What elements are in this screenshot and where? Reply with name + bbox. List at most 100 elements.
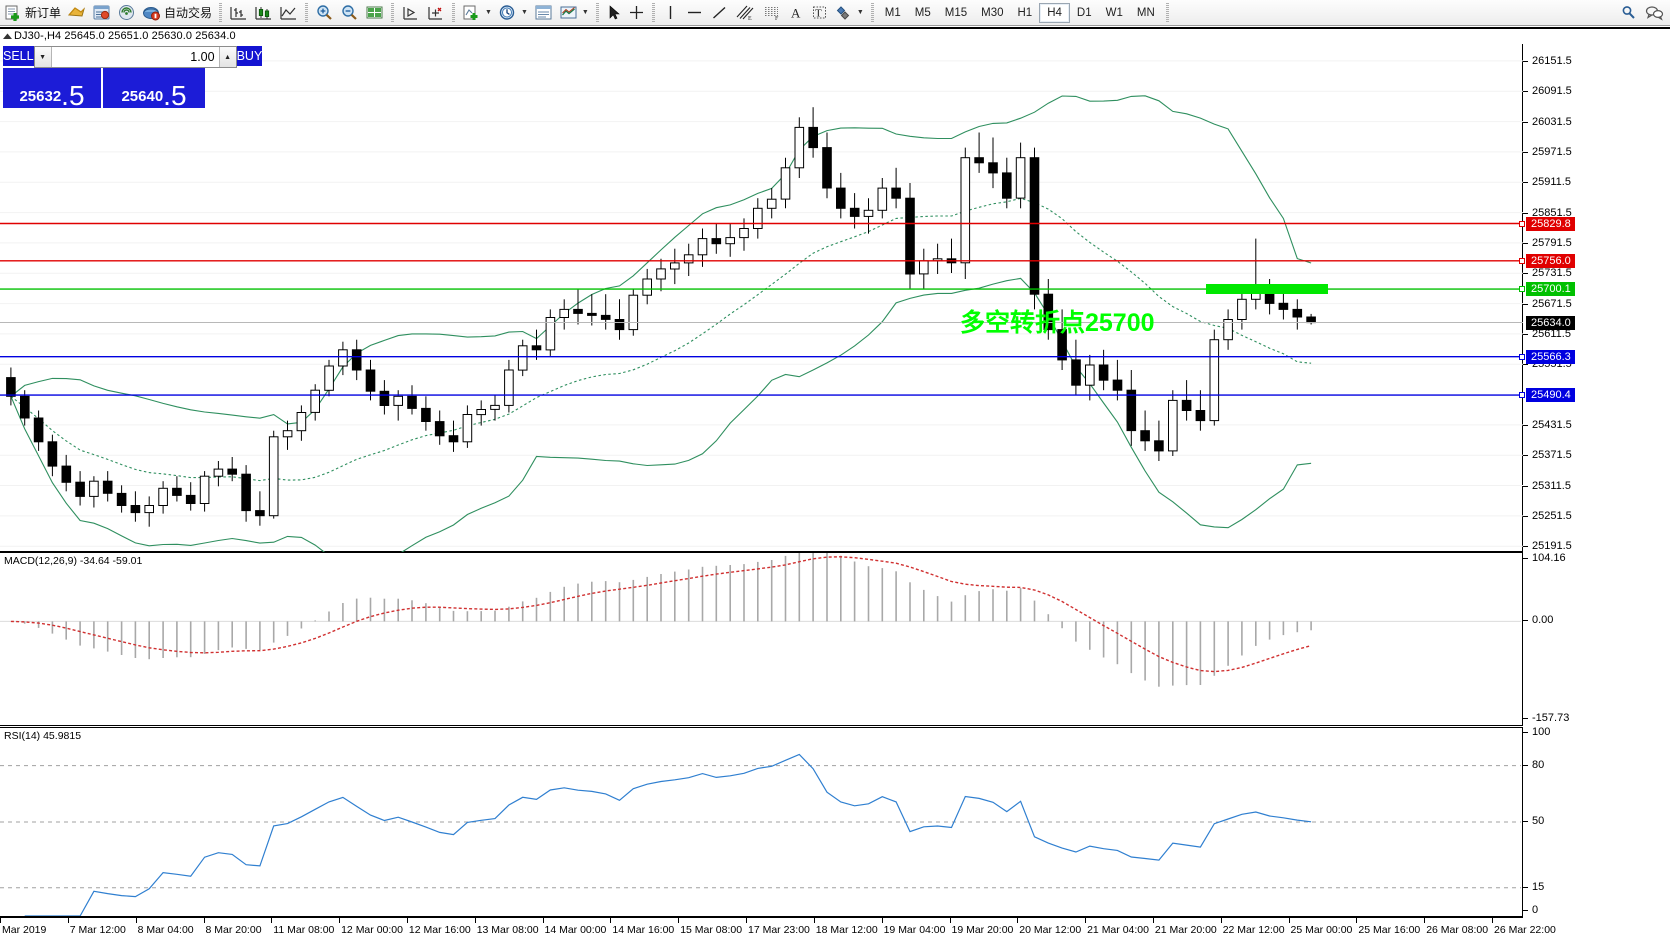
chart-annotation-text[interactable]: 多空转折点25700 [960, 309, 1155, 338]
symbol-expand-icon[interactable] [2, 32, 13, 41]
hline-button[interactable] [682, 2, 707, 24]
toolbar-separator [452, 2, 456, 23]
price-level-tag[interactable]: 25829.8 [1519, 216, 1575, 231]
text-label-button[interactable]: A [786, 2, 808, 24]
price-level-tag[interactable]: 25756.0 [1519, 253, 1575, 268]
shapes-button[interactable]: ▼ [831, 2, 867, 24]
zoom-in-button[interactable] [312, 2, 337, 24]
rsi-axis: 100 80 50 15 0 [1523, 726, 1670, 917]
add-indicator-icon [463, 5, 478, 20]
timeframe-m15[interactable]: M15 [944, 6, 968, 19]
trendline-button[interactable] [707, 2, 732, 24]
time-tick-mark [406, 918, 408, 923]
rsi-tick: 100 [1523, 726, 1550, 738]
buy-button[interactable]: BUY [236, 46, 263, 68]
tile-windows-icon [366, 6, 383, 19]
tile-windows-button[interactable] [362, 2, 387, 24]
time-tick-label: 14 Mar 16:00 [612, 924, 675, 936]
time-tick-label: 21 Mar 20:00 [1154, 924, 1217, 936]
text-box-button[interactable]: T [808, 2, 831, 24]
buy-price-button[interactable]: 25640 .5 [103, 68, 205, 109]
auto-scroll-button[interactable] [423, 2, 448, 24]
price-level-tag[interactable]: 25700.1 [1519, 282, 1575, 297]
cursor-button[interactable] [603, 2, 625, 24]
chevron-down-icon[interactable]: ▼ [485, 9, 492, 16]
price-axis[interactable]: 26151.5 26091.5 26031.5 25971.5 25911.5 25851… [1519, 44, 1670, 552]
search-button[interactable] [1616, 2, 1641, 24]
time-tick-label: 20 Mar 12:00 [1019, 924, 1082, 936]
volume-increment-button[interactable]: ▲ [218, 47, 236, 67]
data-window-button[interactable] [89, 2, 114, 24]
price-tick: 26031.5 [1523, 116, 1572, 128]
indicators-button[interactable] [64, 2, 89, 24]
price-level-tag[interactable]: 25566.3 [1519, 349, 1575, 364]
vline-button[interactable] [659, 2, 682, 24]
time-tick-label: 21 Mar 04:00 [1087, 924, 1149, 936]
chat-button[interactable] [1641, 2, 1668, 24]
time-tick-mark [1017, 918, 1019, 923]
chevron-down-icon[interactable]: ▼ [856, 9, 864, 16]
svg-text:T: T [815, 8, 822, 20]
volume-stepper[interactable]: ▼ ▲ [33, 46, 237, 68]
price-pane[interactable]: 多空转折点25700 [0, 44, 1523, 552]
signals-button[interactable] [114, 2, 139, 24]
volume-input[interactable] [51, 47, 219, 67]
time-axis[interactable]: Mar 2019 7 Mar 12:00 8 Mar 04:00 8 Mar 20:0… [0, 917, 1556, 945]
indicators-icon [67, 7, 86, 17]
timeframe-h1[interactable]: H1 [1017, 6, 1033, 19]
main-toolbar: 新订单 [0, 0, 1670, 26]
timeframe-w1[interactable]: W1 [1105, 6, 1123, 19]
rsi-tick: 50 [1523, 815, 1544, 827]
rsi-tick: 15 [1523, 881, 1544, 893]
line-chart-button[interactable] [276, 2, 301, 24]
time-tick-label: 17 Mar 23:00 [748, 924, 810, 936]
price-tick: 25671.5 [1523, 298, 1572, 310]
rsi-pane[interactable]: RSI(14) 45.9815 [0, 727, 1523, 917]
sell-price-button[interactable]: 25632 .5 [3, 68, 103, 109]
time-tick-label: Mar 2019 [2, 924, 47, 936]
price-tick: 25731.5 [1523, 267, 1572, 279]
price-level-tag[interactable]: 25490.4 [1519, 388, 1575, 403]
volume-decrement-button[interactable]: ▼ [34, 47, 52, 67]
time-tick-label: 14 Mar 00:00 [544, 924, 607, 936]
crosshair-button[interactable] [625, 2, 648, 24]
timeframe-m30[interactable]: M30 [981, 6, 1004, 19]
chevron-down-icon[interactable]: ▼ [520, 9, 528, 16]
time-tick-label: 25 Mar 16:00 [1358, 924, 1421, 936]
chart-window[interactable]: DJ30-,H4 25645.0 25651.0 25630.0 25634.0… [0, 27, 1670, 945]
timeframe-m1[interactable]: M1 [884, 6, 901, 19]
zoom-out-button[interactable] [337, 2, 362, 24]
chevron-down-icon[interactable]: ▼ [581, 9, 589, 16]
time-tick-mark [1085, 918, 1087, 923]
highlight-box-object[interactable] [1206, 284, 1328, 295]
shift-end-button[interactable] [398, 2, 423, 24]
chart-properties-button[interactable]: ▼ [556, 2, 592, 24]
macd-pane[interactable]: MACD(12,26,9) -34.64 -59.01 [0, 552, 1523, 726]
price-level-tag[interactable]: 25634.0 [1526, 315, 1575, 330]
timeframe-h4[interactable]: H4 [1039, 2, 1070, 23]
time-tick-label: 18 Mar 12:00 [815, 924, 878, 936]
time-tick-mark [678, 918, 680, 923]
new-order-button[interactable]: 新订单 [2, 2, 64, 24]
sell-button[interactable]: SELL [3, 46, 34, 68]
time-tick-mark [881, 918, 883, 923]
toolbar-separator [595, 2, 599, 23]
autotrade-button[interactable]: 自动交易 [139, 2, 215, 24]
fibonacci-button[interactable]: F [759, 2, 786, 24]
timeframe-m5[interactable]: M5 [914, 6, 931, 19]
period-button[interactable]: ▼ [495, 2, 531, 24]
timeframe-d1[interactable]: D1 [1076, 6, 1092, 19]
bar-chart-button[interactable] [226, 2, 251, 24]
time-tick-label: 8 Mar 20:00 [205, 924, 262, 936]
equidistant-channel-button[interactable]: E [732, 2, 759, 24]
symbol-header: DJ30-,H4 25645.0 25651.0 25630.0 25634.0 [14, 30, 236, 42]
period-icon [499, 5, 515, 20]
autotrade-label: 自动交易 [164, 6, 213, 20]
templates-button[interactable] [531, 2, 556, 24]
time-tick-label: 22 Mar 12:00 [1222, 924, 1285, 936]
time-tick-mark [1288, 918, 1290, 923]
one-click-trading-panel[interactable]: SELL ▼ ▲ BUY 25632 .5 25640 .5 [3, 46, 263, 109]
candlestick-chart-button[interactable] [251, 2, 276, 24]
timeframe-mn[interactable]: MN [1136, 6, 1155, 19]
add-indicator-button[interactable]: ▼ [459, 2, 495, 24]
